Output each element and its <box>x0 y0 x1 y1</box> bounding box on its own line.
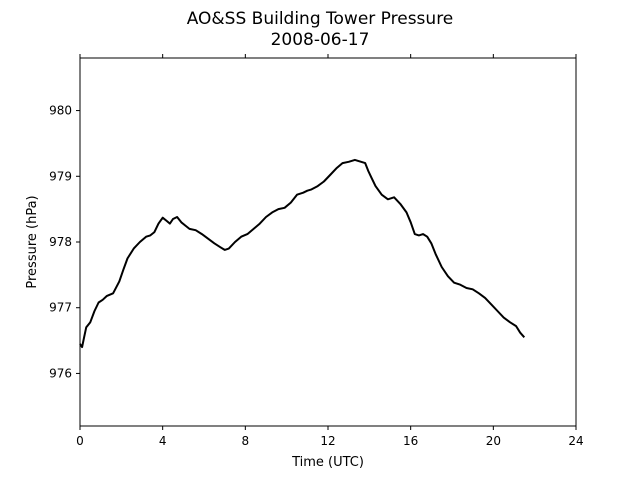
line-layer <box>79 158 526 349</box>
y-tick-label: 978 <box>49 235 72 249</box>
x-tick-label: 4 <box>159 434 167 448</box>
x-tick-label: 20 <box>486 434 501 448</box>
x-tick-label: 24 <box>568 434 583 448</box>
y-axis-label: Pressure (hPa) <box>25 195 40 288</box>
chart-subtitle: 2008-06-17 <box>271 30 370 50</box>
y-tick-label: 980 <box>49 104 72 118</box>
pressure-series-line <box>79 158 526 349</box>
y-tick-label: 976 <box>49 366 72 380</box>
chart-title: AO&SS Building Tower Pressure <box>187 9 454 29</box>
x-tick-label: 16 <box>403 434 418 448</box>
x-tick-label: 0 <box>76 434 84 448</box>
x-tick-label: 8 <box>242 434 250 448</box>
y-tick-label: 977 <box>49 301 72 315</box>
x-tick-label: 12 <box>320 434 335 448</box>
y-tick-label: 979 <box>49 169 72 183</box>
axes-layer: 0 4 8 12 16 20 24 976 977 978 979 980 <box>49 54 584 448</box>
plot-frame <box>79 57 577 427</box>
x-axis-label: Time (UTC) <box>291 455 364 470</box>
